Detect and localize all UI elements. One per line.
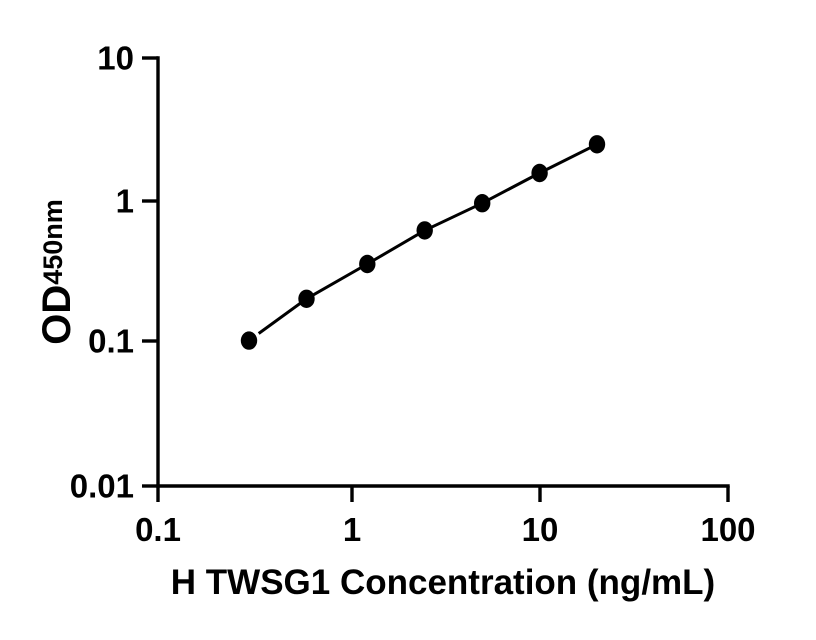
svg-text:1: 1	[343, 511, 361, 548]
svg-text:10: 10	[97, 40, 134, 77]
svg-text:0.1: 0.1	[135, 511, 181, 548]
svg-text:0.01: 0.01	[70, 468, 134, 505]
svg-text:0.1: 0.1	[88, 323, 134, 360]
svg-text:10: 10	[522, 511, 559, 548]
svg-text:H TWSG1 Concentration (ng/mL): H TWSG1 Concentration (ng/mL)	[171, 563, 715, 602]
svg-text:1: 1	[116, 183, 134, 220]
svg-text:100: 100	[700, 511, 755, 548]
svg-text:OD450nm: OD450nm	[35, 199, 79, 345]
